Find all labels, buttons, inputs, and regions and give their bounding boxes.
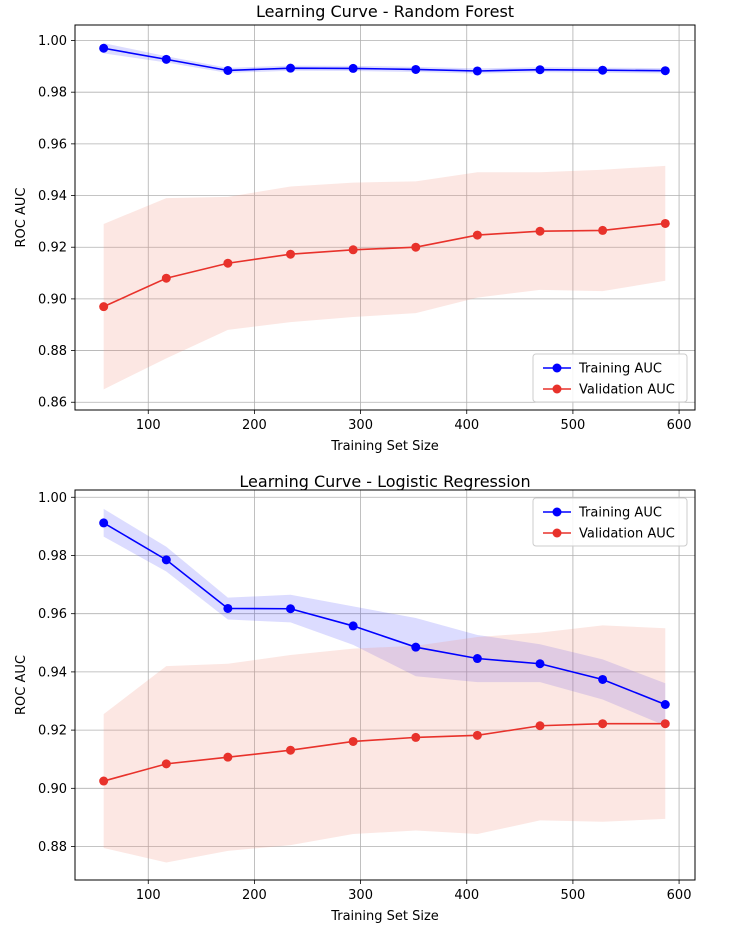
chart-1-point-validation: [535, 721, 545, 731]
chart-0-y-tick-label: 0.88: [38, 344, 67, 359]
chart-1-x-tick-label: 300: [348, 888, 373, 903]
chart-1-point-training: [223, 603, 233, 613]
chart-1-line-training: [103, 522, 666, 706]
chart-1-point-validation: [411, 732, 421, 742]
chart-1-y-tick-label: 0.94: [38, 665, 67, 680]
chart-0-axes-frame: [74, 24, 696, 411]
chart-1-point-training: [348, 621, 358, 631]
chart-1-point-training: [598, 674, 608, 684]
chart-0-y-tick-label: 0.86: [38, 396, 67, 411]
chart-1-axes-frame: [74, 489, 696, 881]
chart-0-point-validation: [99, 302, 109, 312]
chart-0-legend-label-training: Training AUC: [578, 362, 662, 377]
chart-1-point-validation: [472, 730, 482, 740]
chart-0-y-tick-label: 0.92: [38, 241, 67, 256]
chart-1-line-validation: [103, 722, 666, 782]
chart-1-y-tick-label: 0.88: [38, 840, 67, 855]
chart-0-point-validation: [348, 245, 358, 255]
chart-1-point-validation: [660, 719, 670, 729]
chart-1-y-tick-label: 0.98: [38, 549, 67, 564]
chart-0-point-training: [161, 54, 171, 64]
chart-0-y-axis-label: ROC AUC: [14, 188, 29, 248]
chart-0-point-training: [411, 64, 421, 74]
chart-1-point-training: [535, 659, 545, 669]
chart-0-x-tick-label: 200: [242, 418, 267, 433]
chart-1-legend-box: [532, 497, 688, 547]
chart-0-y-tick-label: 0.94: [38, 189, 67, 204]
chart-1-point-validation: [99, 776, 109, 786]
chart-1-y-tick-label: 1.00: [38, 491, 67, 506]
chart-1-y-tick-label: 0.90: [38, 782, 67, 797]
chart-0-point-training: [535, 65, 545, 75]
chart-1-band-validation: [103, 625, 666, 863]
chart-0-x-axis-label: Training Set Size: [330, 439, 439, 454]
chart-1-point-validation: [348, 736, 358, 746]
chart-0-legend-marker-validation: [552, 384, 562, 394]
chart-0-point-validation: [223, 258, 233, 268]
chart-1-point-validation: [598, 719, 608, 729]
chart-1-x-axis-label: Training Set Size: [330, 909, 439, 924]
chart-logistic-regression: 100 200 300 400 500 600 0.88 0.90 0.92 0.94 0.96 0.…: [14, 472, 696, 924]
chart-1-y-tick-label: 0.96: [38, 607, 67, 622]
chart-1-point-training: [161, 555, 171, 565]
chart-0-legend: Training AUC Validation AUC: [532, 353, 688, 403]
chart-0-point-training: [348, 63, 358, 73]
chart-0-point-validation: [598, 225, 608, 235]
chart-0-point-training: [99, 43, 109, 53]
chart-1-legend-label-validation: Validation AUC: [579, 527, 675, 542]
chart-0-line-training: [103, 47, 666, 72]
chart-0-point-training: [472, 66, 482, 76]
chart-0-point-training: [598, 65, 608, 75]
chart-0-point-validation: [411, 242, 421, 252]
chart-0-x-tick-label: 100: [136, 418, 161, 433]
chart-0-y-tick-label: 1.00: [38, 34, 67, 49]
chart-0-title: Learning Curve - Random Forest: [256, 2, 514, 21]
chart-1-point-training: [99, 518, 109, 528]
chart-0-legend-box: [532, 353, 688, 403]
chart-1-point-validation: [286, 745, 296, 755]
chart-1-legend-marker-validation: [552, 528, 562, 538]
chart-1-point-training: [660, 700, 670, 709]
chart-0-point-training: [223, 65, 233, 75]
chart-0-point-training: [286, 63, 296, 73]
chart-0-y-tick-label: 0.90: [38, 292, 67, 307]
chart-0-point-validation: [472, 230, 482, 240]
chart-0-point-validation: [535, 226, 545, 236]
chart-0-point-training: [660, 66, 670, 76]
chart-1-point-training: [286, 604, 296, 614]
chart-1-title: Learning Curve - Logistic Regression: [239, 472, 530, 491]
chart-1-x-tick-label: 600: [667, 888, 692, 903]
chart-0-line-validation: [103, 222, 666, 308]
chart-1-legend: Training AUC Validation AUC: [532, 497, 688, 547]
chart-1-y-axis-label: ROC AUC: [14, 655, 29, 715]
chart-1-point-training: [472, 654, 482, 664]
chart-1-legend-marker-training: [552, 507, 562, 517]
chart-1-y-tick-label: 0.92: [38, 724, 67, 739]
chart-0-x-tick-label: 400: [454, 418, 479, 433]
chart-0-legend-marker-training: [552, 363, 562, 373]
chart-0-x-tick-label: 300: [348, 418, 373, 433]
chart-0-legend-label-validation: Validation AUC: [579, 383, 675, 398]
chart-0-point-validation: [286, 249, 296, 259]
chart-0-y-tick-label: 0.98: [38, 86, 67, 101]
chart-1-x-tick-label: 100: [136, 888, 161, 903]
chart-1-x-tick-label: 400: [454, 888, 479, 903]
chart-0-point-validation: [660, 218, 670, 228]
chart-1-x-tick-label: 500: [560, 888, 585, 903]
chart-1-point-validation: [223, 752, 233, 762]
chart-random-forest: 100 200 300 400 500 600 0.86 0.88 0.90 0.92 0.94 0.…: [14, 2, 696, 454]
chart-0-point-validation: [161, 273, 171, 283]
chart-1-band-training: [103, 508, 666, 726]
chart-1-point-training: [411, 642, 421, 652]
chart-1-x-tick-label: 200: [242, 888, 267, 903]
chart-0-x-tick-label: 600: [667, 418, 692, 433]
chart-1-legend-label-training: Training AUC: [578, 506, 662, 521]
chart-1-point-validation: [161, 759, 171, 769]
chart-0-band-validation: [103, 165, 666, 390]
chart-0-y-tick-label: 0.96: [38, 137, 67, 152]
chart-0-x-tick-label: 500: [560, 418, 585, 433]
